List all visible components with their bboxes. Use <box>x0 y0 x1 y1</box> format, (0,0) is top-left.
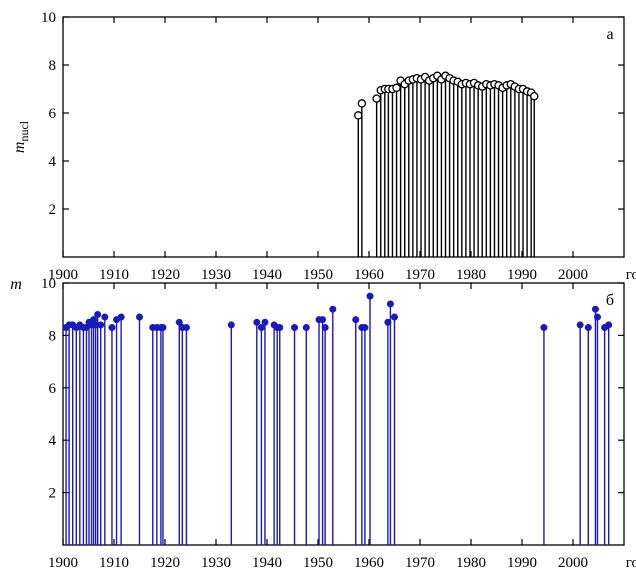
x-tick-label: 1960 <box>354 555 384 571</box>
x-tick-label: 1960 <box>354 267 384 283</box>
data-point <box>352 316 360 324</box>
plot-frame <box>62 16 625 258</box>
x-tick-label: 1950 <box>303 555 333 571</box>
data-point <box>117 313 125 321</box>
y-tick-label: 8 <box>49 58 57 74</box>
data-point <box>261 318 269 326</box>
data-point <box>227 321 235 329</box>
data-point <box>361 324 369 332</box>
data-point <box>97 321 105 329</box>
y-tick-label: 4 <box>49 433 57 449</box>
y-tick-label: 6 <box>49 381 57 397</box>
data-point <box>392 83 401 93</box>
y-axis-title: m <box>10 276 22 293</box>
data-point <box>529 91 539 101</box>
data-point <box>319 316 327 324</box>
x-tick-label: 1990 <box>507 267 537 283</box>
plot-frame <box>62 282 625 546</box>
data-point <box>576 321 584 329</box>
y-tick-label: 2 <box>49 486 57 502</box>
data-point <box>584 324 592 332</box>
x-tick-label: 1980 <box>456 555 486 571</box>
chart-panel-b: 1900 1910 1920 1930 1940 1950 1960 1970 1980 1990… <box>10 276 636 571</box>
data-point <box>391 313 398 321</box>
y-tick-label: 8 <box>49 328 57 344</box>
x-tick-label: 1930 <box>201 267 231 283</box>
x-tick-label: 1920 <box>150 267 180 283</box>
x-tick-label: 1900 <box>48 267 78 283</box>
y-axis-title: mnucl <box>11 120 31 153</box>
y-tick-label: 10 <box>41 276 56 292</box>
data-point <box>386 300 394 308</box>
data-point <box>321 324 329 332</box>
data-point <box>591 305 599 313</box>
x-tick-label: 1910 <box>99 267 129 283</box>
data-point <box>302 324 310 332</box>
data-point <box>366 292 374 300</box>
chart-panel-a: 1900 1910 1920 1930 1940 1950 1960 1970 1980 1990… <box>11 10 636 283</box>
data-point <box>593 313 601 321</box>
x-tick-label: 1910 <box>99 555 129 571</box>
panel-label: а <box>606 26 613 43</box>
data-point <box>372 94 381 103</box>
x-tick-label: 2000 <box>558 555 588 571</box>
data-point <box>276 324 284 332</box>
data-point <box>354 111 363 120</box>
x-tick-label: 1940 <box>252 267 282 283</box>
x-tick-label: 1980 <box>456 267 486 283</box>
data-point <box>540 324 548 332</box>
y-tick-label: 2 <box>49 202 57 218</box>
y-tick-label: 4 <box>49 154 57 170</box>
x-axis-label: год <box>626 555 636 571</box>
x-tick-label: 2000 <box>558 267 588 283</box>
data-point <box>175 318 183 326</box>
data-point <box>94 310 102 318</box>
y-axis-title-main: m <box>11 142 28 154</box>
data-point <box>101 313 109 321</box>
x-tick-label: 1920 <box>150 555 180 571</box>
x-tick-label: 1950 <box>303 267 333 283</box>
data-point <box>605 321 613 329</box>
data-point <box>253 318 261 326</box>
panel-label: б <box>606 292 614 309</box>
data-point <box>108 324 116 332</box>
x-tick-label: 1970 <box>405 555 435 571</box>
data-point <box>329 305 337 313</box>
x-tick-label: 1930 <box>201 555 231 571</box>
x-tick-label: 1990 <box>507 555 537 571</box>
x-tick-label: 1940 <box>252 555 282 571</box>
x-axis-label: год <box>626 267 636 283</box>
y-tick-label: 10 <box>41 10 56 26</box>
x-tick-label: 1970 <box>405 267 435 283</box>
data-point <box>357 99 367 108</box>
x-tick-label: 1900 <box>48 555 78 571</box>
data-point <box>291 324 299 332</box>
data-point <box>182 324 190 332</box>
data-point <box>159 324 167 332</box>
data-point <box>136 313 143 321</box>
y-tick-label: 6 <box>49 106 57 122</box>
y-axis-title-subscript: nucl <box>17 120 31 141</box>
